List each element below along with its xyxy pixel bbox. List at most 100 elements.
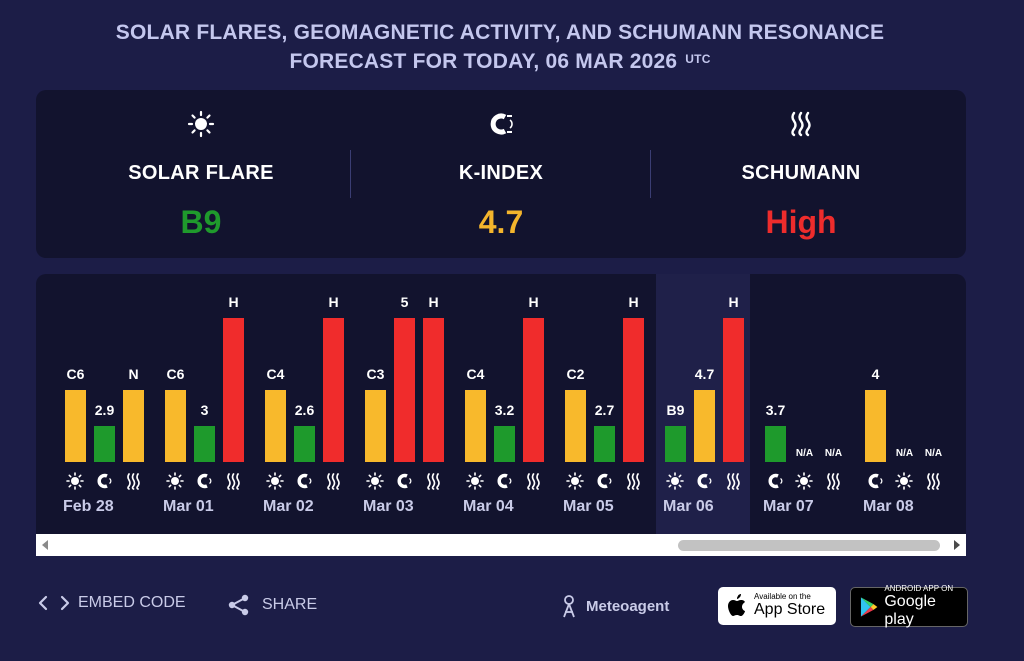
wave-icon	[824, 472, 842, 490]
wave-icon	[724, 472, 742, 490]
forecast-timeline[interactable]: C6 2.9 N Feb 28 C6 3 H Mar 01 C4 2.6 H Mar 02 C3 5 H Ma…	[36, 274, 966, 534]
kindex-bar	[594, 426, 615, 462]
flare-bar-label: N/A	[895, 448, 914, 459]
date-label: Mar 02	[263, 498, 314, 515]
title-line-1: SOLAR FLARES, GEOMAGNETIC ACTIVITY, AND …	[115, 21, 885, 44]
schumann-bar	[623, 318, 644, 462]
scroll-thumb[interactable]	[678, 540, 940, 551]
magnet-icon	[490, 113, 513, 135]
utc-label: UTC	[685, 52, 711, 66]
wave-icon	[224, 472, 242, 490]
date-label: Mar 03	[363, 498, 414, 515]
schumann-bar-label: H	[628, 294, 639, 310]
schumann-bar	[523, 318, 544, 462]
sun-icon	[566, 472, 584, 490]
solar-flare-summary: SOLAR FLARE B9	[46, 90, 356, 258]
apple-icon	[728, 594, 745, 616]
schumann-bar-label: H	[328, 294, 339, 310]
date-label: Mar 05	[563, 498, 614, 515]
k-index-value: 4.7	[478, 204, 524, 240]
scroll-left-arrow[interactable]	[42, 540, 48, 550]
schumann-bar	[423, 318, 444, 462]
kindex-bar	[194, 426, 215, 462]
kindex-bar	[865, 390, 886, 462]
kindex-bar-label: 4	[871, 366, 880, 382]
wave-icon	[424, 472, 442, 490]
google-play-small-text: ANDROID APP ON	[884, 584, 954, 593]
flare-bar	[165, 390, 186, 462]
summary-panel: SOLAR FLARE B9 K-INDEX 4.7 SCHU	[36, 90, 966, 258]
magnet-icon	[866, 472, 884, 490]
kindex-bar-label: 5	[400, 294, 409, 310]
flare-bar	[565, 390, 586, 462]
k-index-label: K-INDEX	[458, 162, 544, 184]
share-label: SHARE	[262, 596, 318, 613]
schumann-bar	[223, 318, 244, 462]
wave-icon	[624, 472, 642, 490]
sun-icon	[166, 472, 184, 490]
meteoagent-link[interactable]: Meteoagent	[560, 594, 669, 618]
share-icon	[228, 594, 249, 616]
sun-icon	[266, 472, 284, 490]
date-label: Feb 28	[63, 498, 114, 515]
schumann-bar	[323, 318, 344, 462]
sun-icon	[895, 472, 913, 490]
flare-bar-label: C6	[66, 366, 85, 382]
schumann-value: High	[765, 204, 837, 240]
google-play-text: Google play	[884, 593, 936, 628]
kindex-bar-label: 3.7	[765, 402, 786, 418]
code-icon	[38, 595, 70, 611]
flare-bar-label: C2	[566, 366, 585, 382]
wave-icon	[124, 472, 142, 490]
date-label: Mar 08	[863, 498, 914, 515]
kindex-bar-label: 2.9	[94, 402, 115, 418]
schumann-summary: SCHUMANN High	[646, 90, 956, 258]
kindex-bar	[94, 426, 115, 462]
scroll-right-arrow[interactable]	[954, 540, 960, 550]
magnet-icon	[495, 472, 513, 490]
wave-icon	[524, 472, 542, 490]
flare-bar-label: N/A	[795, 448, 814, 459]
embed-code-button[interactable]: EMBED CODE	[38, 594, 186, 612]
date-label: Mar 04	[463, 498, 514, 515]
magnet-icon	[695, 472, 713, 490]
magnet-icon	[195, 472, 213, 490]
share-button[interactable]: SHARE	[228, 594, 317, 616]
flare-bar-label: C4	[266, 366, 285, 382]
kindex-bar-label: 3.2	[494, 402, 515, 418]
app-store-badge[interactable]: Available on the App Store	[718, 587, 836, 625]
sun-icon	[187, 110, 215, 138]
flare-bar-label: C6	[166, 366, 185, 382]
sun-icon	[66, 472, 84, 490]
date-label: Mar 06	[663, 498, 714, 515]
schumann-bar	[723, 318, 744, 462]
k-index-summary: K-INDEX 4.7	[346, 90, 656, 258]
flare-bar-label: B9	[666, 402, 685, 418]
kindex-bar	[694, 390, 715, 462]
app-store-text: App Store	[754, 601, 826, 618]
google-play-icon	[860, 597, 878, 617]
schumann-bar-label: H	[428, 294, 439, 310]
schumann-bar-label: N/A	[924, 448, 943, 459]
kindex-bar	[494, 426, 515, 462]
flare-bar	[365, 390, 386, 462]
wave-icon	[324, 472, 342, 490]
kindex-bar	[765, 426, 786, 462]
sun-icon	[366, 472, 384, 490]
kindex-bar	[394, 318, 415, 462]
kindex-bar	[294, 426, 315, 462]
flare-bar	[665, 426, 686, 462]
magnet-icon	[95, 472, 113, 490]
app-store-small-text: Available on the	[754, 592, 811, 601]
date-label: Mar 07	[763, 498, 814, 515]
sun-icon	[666, 472, 684, 490]
page-title: SOLAR FLARES, GEOMAGNETIC ACTIVITY, AND …	[0, 18, 1000, 76]
kindex-bar-label: 2.7	[594, 402, 615, 418]
horizontal-scrollbar[interactable]	[36, 534, 966, 556]
kindex-bar-label: 4.7	[694, 366, 715, 382]
date-label: Mar 01	[163, 498, 214, 515]
schumann-label: SCHUMANN	[741, 162, 861, 184]
flare-bar-label: C4	[466, 366, 485, 382]
google-play-badge[interactable]: ANDROID APP ON Google play	[850, 584, 968, 628]
sun-icon	[466, 472, 484, 490]
